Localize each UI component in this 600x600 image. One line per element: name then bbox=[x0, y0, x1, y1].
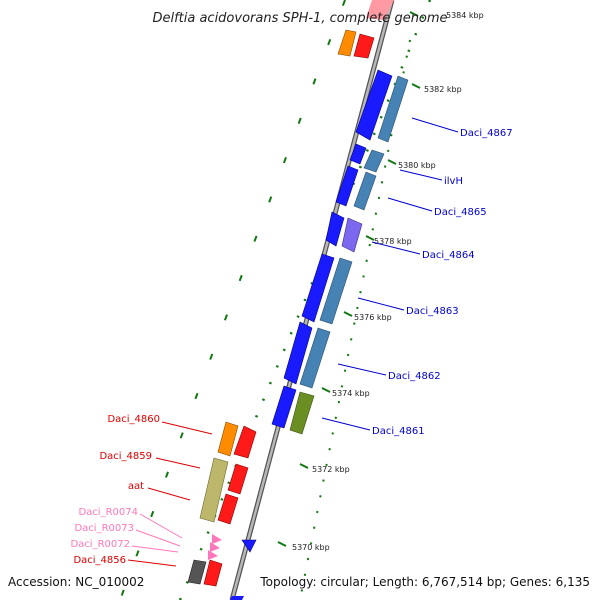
tick-mark bbox=[344, 312, 352, 316]
gene-feature-4865-b[interactable] bbox=[354, 172, 376, 210]
gene-label-daci-4861[interactable]: Daci_4861 bbox=[372, 426, 425, 437]
tick-mark bbox=[366, 236, 374, 240]
gene-feature-ilvh-b[interactable] bbox=[364, 150, 384, 172]
tick-label: 5370 kbp bbox=[292, 543, 330, 552]
leader-line bbox=[338, 364, 386, 375]
outer-dotted-track bbox=[180, 0, 430, 600]
gene-feature-top-orange[interactable] bbox=[338, 30, 356, 56]
forward-features bbox=[230, 70, 408, 600]
leader-line bbox=[156, 458, 200, 468]
gene-label-daci-4864[interactable]: Daci_4864 bbox=[422, 250, 475, 261]
gene-feature-4859-b[interactable] bbox=[228, 464, 248, 494]
rna-feature-r0073[interactable] bbox=[210, 542, 220, 552]
map-title: Delftia acidovorans SPH-1, complete geno… bbox=[152, 11, 447, 26]
tick-label: 5380 kbp bbox=[398, 161, 436, 170]
gene-label-daci-r0073[interactable]: Daci_R0073 bbox=[74, 523, 134, 534]
leader-line bbox=[148, 488, 190, 500]
tick-mark bbox=[412, 84, 420, 88]
gene-label-aat[interactable]: aat bbox=[128, 481, 144, 492]
tick-label: 5384 kbp bbox=[446, 11, 484, 20]
tick-label: 5372 kbp bbox=[312, 465, 350, 474]
genome-map: 5384 kbp 5382 kbp 5380 kbp 5378 kbp 5376… bbox=[0, 0, 600, 600]
gene-label-daci-r0074[interactable]: Daci_R0074 bbox=[78, 507, 138, 518]
tick-mark bbox=[300, 464, 308, 468]
rna-feature-r0072[interactable] bbox=[208, 550, 218, 560]
gene-label-ilvh[interactable]: ilvH bbox=[444, 176, 463, 187]
tick-label: 5378 kbp bbox=[374, 237, 412, 246]
tick-mark bbox=[388, 160, 396, 164]
gene-feature-4865-a[interactable] bbox=[336, 166, 358, 206]
leader-line bbox=[322, 418, 370, 430]
gene-feature-4864-a[interactable] bbox=[326, 212, 344, 246]
accession-text: Accession: NC_010002 bbox=[8, 575, 144, 589]
leader-line bbox=[358, 298, 404, 310]
reverse-gene-label-text: Daci_4860 Daci_4859 aat Daci_R0074 Daci_… bbox=[70, 414, 160, 566]
leader-line bbox=[140, 514, 182, 538]
gene-label-daci-4867[interactable]: Daci_4867 bbox=[460, 128, 513, 139]
gene-label-daci-4863[interactable]: Daci_4863 bbox=[406, 306, 459, 317]
gene-feature-bottom[interactable] bbox=[230, 596, 244, 600]
tick-mark bbox=[278, 542, 286, 546]
reverse-features bbox=[188, 0, 394, 586]
genome-summary-text: Topology: circular; Length: 6,767,514 bp… bbox=[259, 575, 590, 589]
gene-feature-4856-a[interactable] bbox=[188, 560, 206, 584]
gene-label-daci-4859[interactable]: Daci_4859 bbox=[99, 451, 152, 462]
reverse-gene-leaders bbox=[128, 422, 212, 566]
gene-feature-top-red[interactable] bbox=[354, 34, 374, 58]
leader-line bbox=[400, 170, 442, 180]
gene-feature-4856-b[interactable] bbox=[204, 560, 222, 586]
rna-feature-r0074[interactable] bbox=[212, 534, 222, 544]
tick-mark bbox=[322, 388, 330, 392]
gene-label-daci-4865[interactable]: Daci_4865 bbox=[434, 207, 487, 218]
gene-feature-4864-b[interactable] bbox=[342, 218, 362, 252]
forward-gene-label-text: Daci_4867 ilvH Daci_4865 Daci_4864 Daci_… bbox=[372, 128, 513, 437]
leader-line bbox=[162, 422, 212, 434]
tick-label: 5382 kbp bbox=[424, 85, 462, 94]
leader-line bbox=[388, 198, 432, 211]
gene-feature-4860-b[interactable] bbox=[234, 426, 256, 458]
gene-label-daci-4860[interactable]: Daci_4860 bbox=[107, 414, 160, 425]
leader-line bbox=[136, 530, 180, 546]
leader-line bbox=[412, 118, 458, 132]
tick-label: 5374 kbp bbox=[332, 389, 370, 398]
gene-label-daci-4862[interactable]: Daci_4862 bbox=[388, 371, 441, 382]
tick-label: 5376 kbp bbox=[354, 313, 392, 322]
gene-label-daci-r0072[interactable]: Daci_R0072 bbox=[70, 539, 130, 550]
leader-line bbox=[128, 560, 176, 566]
gene-label-daci-4856[interactable]: Daci_4856 bbox=[73, 555, 126, 566]
